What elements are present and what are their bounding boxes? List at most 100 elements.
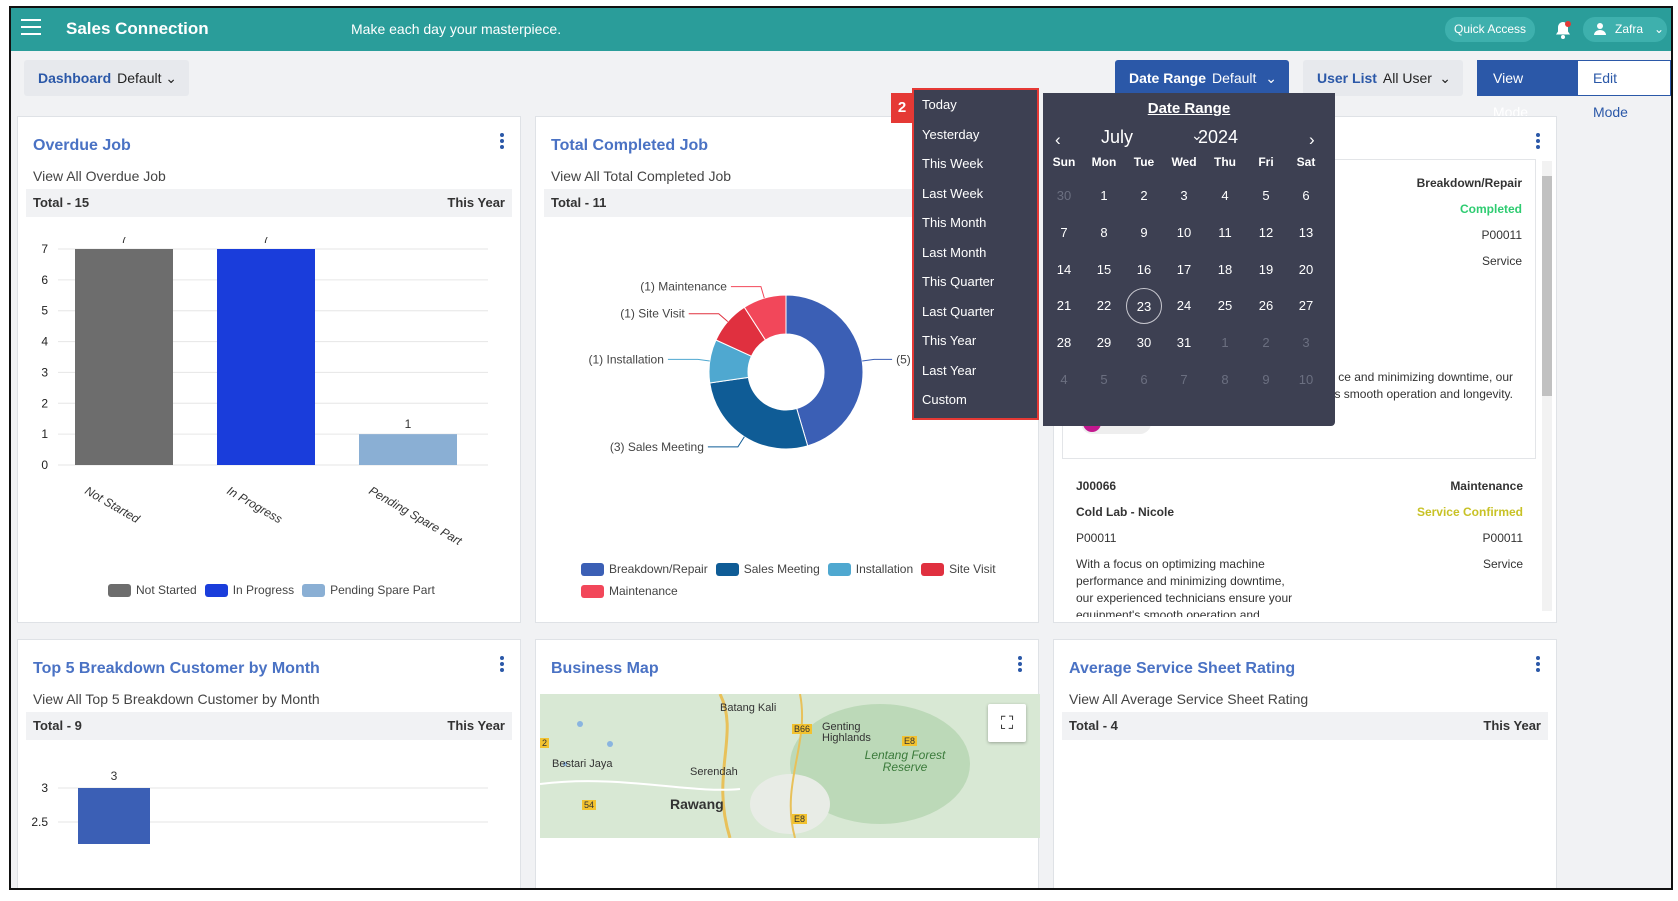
user-menu[interactable]: Zafra ⌄ <box>1583 17 1667 42</box>
more-options-icon[interactable] <box>500 656 504 672</box>
calendar-day[interactable]: 29 <box>1096 335 1112 351</box>
date-preset-item[interactable]: This Week <box>922 156 984 171</box>
calendar-day[interactable]: 25 <box>1217 298 1233 314</box>
calendar-day[interactable]: 22 <box>1096 298 1112 314</box>
calendar-day[interactable]: 27 <box>1298 298 1314 314</box>
legend-item[interactable]: Site Visit <box>921 562 996 576</box>
legend-item[interactable]: Pending Spare Part <box>302 583 435 597</box>
calendar-day[interactable]: 1 <box>1100 188 1108 203</box>
date-preset-item[interactable]: This Month <box>922 215 987 230</box>
calendar-day[interactable]: 15 <box>1096 261 1112 277</box>
slice-label: (1) Installation <box>589 352 664 366</box>
date-preset-item[interactable]: Yesterday <box>922 126 980 142</box>
calendar-day[interactable]: 31 <box>1176 335 1192 351</box>
calendar-day[interactable]: 6 <box>1302 188 1310 203</box>
calendar-day[interactable]: 11 <box>1218 224 1232 240</box>
calendar-day[interactable]: 8 <box>1100 224 1108 240</box>
calendar-day[interactable]: 24 <box>1176 298 1192 314</box>
more-options-icon[interactable] <box>1536 656 1540 672</box>
bar[interactable] <box>75 249 173 465</box>
edit-mode-button[interactable]: Edit Mode <box>1576 60 1671 120</box>
legend-swatch <box>581 562 604 576</box>
calendar-day[interactable]: 9 <box>1140 224 1148 240</box>
calendar-day[interactable]: 4 <box>1221 188 1229 203</box>
pie-slice[interactable] <box>785 294 864 447</box>
quick-access-button[interactable]: Quick Access <box>1445 17 1536 42</box>
pie-slice[interactable] <box>709 376 809 450</box>
date-range-selector[interactable]: Date Range Default ⌄ <box>1115 60 1289 96</box>
legend-item[interactable]: Breakdown/Repair <box>581 562 708 576</box>
dashboard-selector[interactable]: Dashboard Default ⌄ <box>24 60 189 96</box>
card-title[interactable]: Overdue Job <box>33 137 131 154</box>
calendar-day[interactable]: 2 <box>1140 188 1148 203</box>
legend-label: Pending Spare Part <box>330 583 435 597</box>
view-all-link[interactable]: View All Average Service Sheet Rating <box>1069 691 1309 707</box>
calendar-day[interactable]: 21 <box>1056 298 1072 314</box>
date-preset-item[interactable]: Custom <box>922 392 967 407</box>
legend-item[interactable]: Not Started <box>108 583 197 597</box>
year-select[interactable]: 2024 <box>1198 127 1239 147</box>
calendar-day[interactable]: 26 <box>1258 298 1274 314</box>
calendar-day[interactable]: 20 <box>1298 261 1314 277</box>
legend-item[interactable]: Maintenance <box>581 584 678 598</box>
card-title[interactable]: Top 5 Breakdown Customer by Month <box>33 660 320 677</box>
fullscreen-icon[interactable]: ⛶ <box>988 704 1026 742</box>
chevron-down-icon: ⌄ <box>1439 70 1451 86</box>
date-preset-item[interactable]: Last Month <box>922 244 987 260</box>
user-list-selector[interactable]: User List All User ⌄ <box>1303 60 1463 96</box>
calendar-day[interactable]: 3 <box>1180 188 1188 203</box>
prev-month-icon[interactable]: ‹ <box>1055 130 1061 149</box>
legend-item[interactable]: In Progress <box>204 583 294 597</box>
chevron-down-icon[interactable]: ⌄ <box>1191 127 1203 143</box>
pie-slice[interactable] <box>743 294 787 341</box>
calendar-day[interactable]: 18 <box>1217 261 1233 277</box>
more-options-icon[interactable] <box>1536 133 1540 149</box>
card-title[interactable]: Average Service Sheet Rating <box>1069 660 1296 677</box>
notification-bell-icon[interactable] <box>1552 19 1574 41</box>
date-preset-item[interactable]: This Year <box>922 333 977 348</box>
legend-item[interactable]: Installation <box>827 562 913 576</box>
calendar-day[interactable]: 12 <box>1258 224 1274 240</box>
calendar-day[interactable]: 10 <box>1176 224 1192 240</box>
data-label: 7 <box>121 237 128 246</box>
y-tick-label: 6 <box>41 273 48 287</box>
date-preset-item[interactable]: Today <box>922 97 957 112</box>
calendar-day[interactable]: 5 <box>1262 188 1270 203</box>
next-month-icon[interactable]: › <box>1309 130 1315 149</box>
tagline: Make each day your masterpiece. <box>351 21 562 37</box>
calendar-day[interactable]: 19 <box>1258 261 1274 277</box>
calendar-day[interactable]: 16 <box>1136 261 1152 277</box>
more-options-icon[interactable] <box>1018 656 1022 672</box>
card-title[interactable]: Business Map <box>551 660 659 677</box>
date-preset-item[interactable]: Last Week <box>922 185 984 201</box>
calendar-day[interactable]: 14 <box>1056 261 1072 277</box>
map-terrain <box>540 694 1040 838</box>
calendar-day[interactable]: 7 <box>1060 224 1068 240</box>
view-all-link[interactable]: View All Total Completed Job <box>551 168 732 184</box>
bar[interactable] <box>359 434 457 465</box>
hamburger-menu-icon[interactable] <box>21 19 41 37</box>
calendar-day[interactable]: 17 <box>1176 261 1192 277</box>
date-preset-item[interactable]: This Quarter <box>922 274 995 289</box>
map-view[interactable]: Batang Kali Genting Highlands Lentang Fo… <box>540 694 1040 838</box>
date-preset-item[interactable]: Last Quarter <box>922 303 995 319</box>
calendar-day[interactable]: 23 <box>1126 288 1162 325</box>
bar[interactable] <box>217 249 315 465</box>
chart-legend: Not Started In Progress Pending Spare Pa… <box>108 583 443 605</box>
month-select[interactable]: July <box>1101 127 1134 147</box>
y-tick-label: 1 <box>41 427 48 441</box>
view-mode-button[interactable]: View Mode <box>1477 60 1577 120</box>
more-options-icon[interactable] <box>500 133 504 149</box>
date-preset-item[interactable]: Last Year <box>922 362 977 378</box>
calendar-day[interactable]: 30 <box>1136 335 1152 351</box>
bar[interactable] <box>78 788 150 844</box>
view-all-link[interactable]: View All Top 5 Breakdown Customer by Mon… <box>33 691 320 707</box>
job-item[interactable]: J00066 Maintenance Cold Lab - Nicole Ser… <box>1062 467 1536 617</box>
scrollbar[interactable] <box>1542 161 1552 611</box>
calendar-day[interactable]: 28 <box>1056 335 1072 351</box>
legend-item[interactable]: Sales Meeting <box>715 562 820 576</box>
scrollbar-thumb[interactable] <box>1542 176 1552 396</box>
card-title[interactable]: Total Completed Job <box>551 137 709 154</box>
calendar-day[interactable]: 13 <box>1298 224 1314 240</box>
view-all-link[interactable]: View All Overdue Job <box>33 168 166 184</box>
